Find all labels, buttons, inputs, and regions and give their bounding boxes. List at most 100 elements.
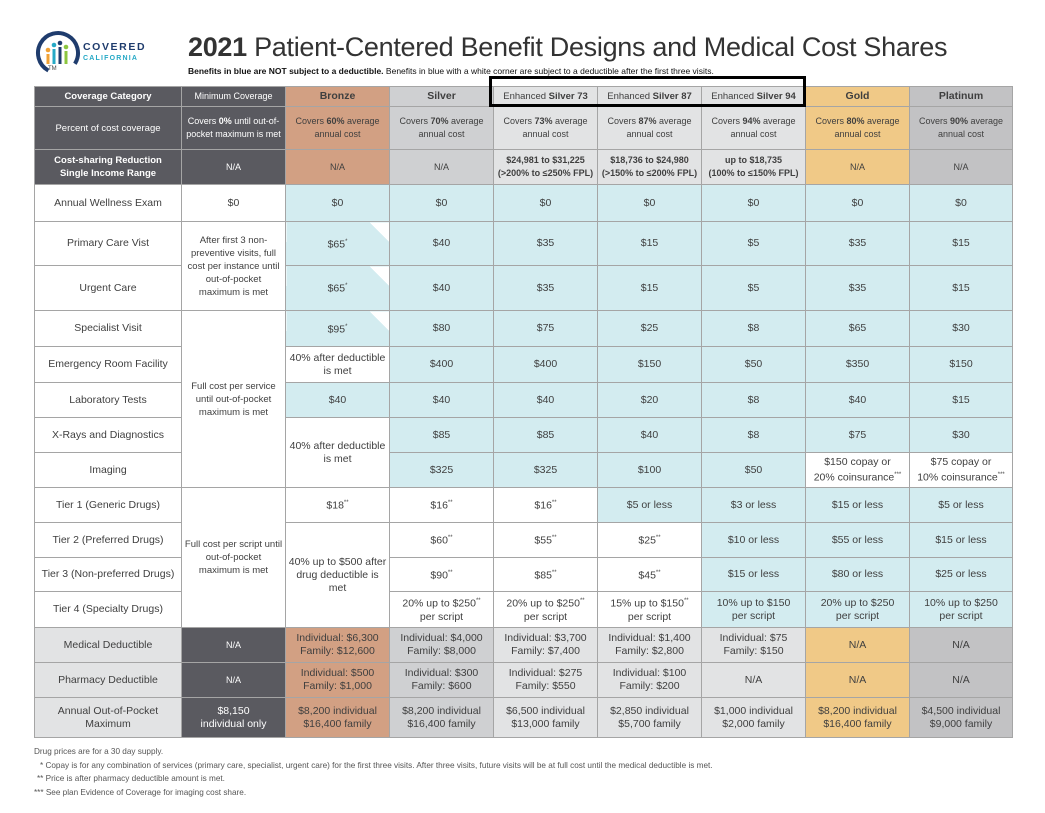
percent-es73: Covers 73% average annual cost [493,106,598,150]
line2: per script [731,609,776,622]
pct-post: average annual cost [937,116,1004,139]
cell-platinum: $15 [909,265,1013,311]
line1: $2,850 individual [610,704,689,717]
row-label: Tier 1 (Generic Drugs) [34,487,182,523]
value: $55 [534,534,552,547]
line1: 20% up to $250 [820,596,895,609]
header-gold: Gold [805,86,910,107]
cell-gold: $15 or less [805,487,910,523]
header-row: Coverage Category Minimum Coverage Bronz… [34,86,1013,107]
cell-silver: $85 [389,417,494,453]
cell-gold: $55 or less [805,522,910,558]
line2: per script [939,609,983,622]
pct-bold: 0% [218,116,232,126]
line2: Maximum [85,717,131,730]
line2: $13,000 family [511,717,580,730]
cell-es73: $16** [493,487,598,523]
cell-es94: $8 [701,382,806,418]
cell-gold: $150 copay or 20% coinsurance*** [805,452,910,488]
cell-es73: $400 [493,346,598,383]
line2: $2,000 family [722,717,785,730]
row-urgent-care: Urgent Care $65* $40 $35 $15 $5 $35 $15 [34,265,1013,311]
cell-bronze: $18** [285,487,390,523]
row-medical-deductible: Medical Deductible N/A Individual: $6,30… [34,627,1013,663]
line1: Individual: $300 [404,667,479,679]
cell-es87: $25** [597,522,702,558]
pct-bold: 87% [638,116,657,126]
cell-es73: $40 [493,382,598,418]
footnote-mark: ** [447,569,453,576]
pct-post: average annual cost [522,116,588,139]
csr-es87: $18,736 to $24,980 (>150% to ≤200% FPL) [597,149,702,185]
cell-silver: $0 [389,184,494,222]
row-label: Laboratory Tests [34,382,182,418]
cell-minimum: $8,150 individual only [181,697,286,738]
cell-bronze: 40% after deductible is met [285,346,390,383]
cell-silver: $80 [389,310,494,347]
percent-silver: Covers 70% average annual cost [389,106,494,150]
csr-es73: $24,981 to $31,225 (>200% to ≤250% FPL) [493,149,598,185]
cell-es94: Individual: $75 Family: $150 [701,627,806,663]
cell-bronze: $95* [285,310,390,347]
cell-platinum: $15 [909,382,1013,418]
footnote-drug-supply: Drug prices are for a 30 day supply. [34,747,164,756]
csr-es87-line1: $18,736 to $24,980 [610,155,689,165]
value: $65 [327,238,346,251]
line1: Individual: $100 [612,667,687,679]
pct-bold: 60% [326,116,345,126]
value: $45 [638,569,656,582]
line2: Family: $1,000 [303,680,372,692]
line1: Individual: $3,700 [504,632,587,644]
title-text: Patient-Centered Benefit Designs and Med… [254,32,948,62]
cell-minimum-services: Full cost per service until out-of-pocke… [181,310,286,488]
logo-word-california: CALIFORNIA [83,55,139,62]
header-enhanced-silver-94: Enhanced Silver 94 [701,86,806,107]
pct-pre: Covers [399,116,428,126]
line2: Family: $150 [723,645,784,657]
cell-es87: $15 [597,221,702,266]
cell-gold: $75 [805,417,910,453]
cell-platinum: $15 or less [909,522,1013,558]
line2: 10% coinsurance [917,471,998,484]
pct-pre: Covers [187,116,217,126]
subtitle-rest: Benefits in blue with a white corner are… [385,66,714,76]
cell-es87: $100 [597,452,702,488]
row-label: Pharmacy Deductible [34,662,182,698]
footnotes: Drug prices are for a 30 day supply. * C… [34,745,713,799]
logo-word-covered: COVERED [83,41,147,53]
cell-bronze: $40 [285,382,390,418]
cell-es87: $45** [597,557,702,592]
percent-platinum: Covers 90% average annual cost [909,106,1013,150]
cell-es73: Individual: $275 Family: $550 [493,662,598,698]
row-tier2: Tier 2 (Preferred Drugs) 40% up to $500 … [34,522,1013,628]
cell-es94: 10% up to $150 per script [701,591,806,628]
cell-platinum: $15 [909,221,1013,266]
cell-es94: $10 or less [701,522,806,558]
row-tier3: Tier 3 (Non-preferred Drugs) $90** $85**… [34,557,1013,592]
footnote-mark: ** [447,500,453,507]
pct-bold: 90% [949,116,968,126]
cell-minimum-visits: After first 3 non-preventive visits, ful… [181,221,286,311]
header-enhanced-silver-73: Enhanced Silver 73 [493,86,598,107]
header-minimum-coverage: Minimum Coverage [181,86,286,107]
line1: $8,200 individual [818,704,897,717]
csr-platinum: N/A [909,149,1013,185]
cell-es87: $5 or less [597,487,702,523]
cell-platinum: N/A [909,662,1013,698]
footnote-mark: ** [475,598,481,605]
row-tier4: Tier 4 (Specialty Drugs) 20% up to $250*… [34,591,1013,628]
cell-es94: $3 or less [701,487,806,523]
line1: $150 copay or [824,455,891,468]
es94-bold: Silver 94 [756,91,796,102]
line1: 10% up to $250 [924,596,998,609]
cell-es94: $8 [701,417,806,453]
cell-silver: Individual: $300 Family: $600 [389,662,494,698]
row-label: X-Rays and Diagnostics [34,417,182,453]
value: $95 [327,323,346,336]
benefit-table: Coverage Category Minimum Coverage Bronz… [34,86,1013,738]
cell-es94: $15 or less [701,557,806,592]
line1: $4,500 individual [921,704,1001,717]
row-label: Tier 3 (Non-preferred Drugs) [34,557,182,592]
footnote-mark: ** [579,598,585,605]
line1: $8,150 [217,704,250,717]
